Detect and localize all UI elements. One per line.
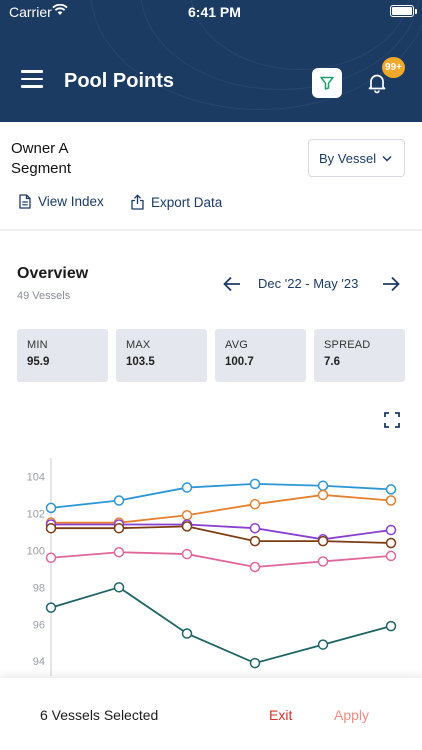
selection-footer: 6 Vessels Selected Exit Apply — [0, 678, 422, 750]
series-line-3 — [51, 523, 392, 541]
data-point — [385, 550, 397, 562]
group-by-dropdown[interactable]: By Vessel — [308, 139, 405, 177]
stat-label: AVG — [225, 339, 249, 351]
stat-card-min: MIN 95.9 — [17, 329, 108, 382]
stat-value: 95.9 — [27, 356, 50, 368]
data-point — [249, 657, 261, 669]
group-by-value: By Vessel — [319, 150, 377, 166]
data-point — [45, 502, 57, 514]
stat-value: 103.5 — [126, 356, 155, 368]
stat-value: 100.7 — [225, 356, 254, 368]
vessel-count: 49 Vessels — [17, 290, 71, 302]
owner-segment-label: Owner A Segment — [11, 139, 71, 179]
export-data-label: Export Data — [151, 194, 223, 210]
data-point — [249, 561, 261, 573]
filter-button[interactable] — [312, 68, 342, 98]
segment-name: Segment — [11, 160, 72, 177]
data-point — [385, 537, 397, 549]
stat-value: 7.6 — [324, 356, 340, 368]
data-point — [317, 489, 329, 501]
stat-label: MIN — [27, 339, 48, 351]
data-point — [45, 522, 57, 534]
y-tick-label: 104 — [27, 471, 45, 483]
owner-name: Owner A — [11, 140, 69, 157]
export-data-button[interactable]: Export Data — [131, 194, 222, 210]
battery-tip — [415, 9, 417, 14]
next-period-button[interactable] — [381, 275, 401, 293]
chevron-down-icon — [382, 155, 392, 162]
carrier-label: Carrier — [9, 4, 52, 20]
data-point — [385, 524, 397, 536]
hamburger-menu-icon[interactable] — [21, 70, 43, 88]
series-line-1 — [50, 482, 392, 509]
previous-period-button[interactable] — [222, 275, 242, 293]
view-index-button[interactable]: View Index — [19, 194, 104, 209]
series-line-4 — [51, 525, 392, 544]
expand-chart-button[interactable] — [383, 411, 401, 429]
data-point — [249, 498, 261, 510]
data-point — [249, 535, 261, 547]
data-point — [317, 639, 329, 650]
data-point — [385, 495, 397, 506]
data-point — [113, 582, 125, 593]
notification-badge: 99+ — [382, 57, 405, 78]
data-point — [181, 510, 193, 521]
data-point — [385, 620, 397, 632]
battery-icon — [390, 5, 414, 17]
data-point — [181, 521, 193, 532]
data-point — [181, 548, 193, 560]
data-point — [113, 522, 125, 534]
date-range-label: Dec '22 - May '23 — [258, 276, 359, 291]
exit-button[interactable]: Exit — [269, 707, 293, 723]
stat-label: SPREAD — [324, 339, 371, 351]
stat-card-max: MAX 103.5 — [116, 329, 207, 382]
selected-count-label: 6 Vessels Selected — [40, 707, 159, 723]
data-point — [45, 602, 57, 613]
y-tick-label: 98 — [33, 582, 45, 594]
data-point — [181, 482, 193, 493]
data-point — [113, 546, 125, 558]
apply-button[interactable]: Apply — [334, 707, 370, 723]
section-divider — [0, 229, 422, 231]
filter-icon — [320, 76, 334, 90]
share-icon — [131, 194, 144, 210]
y-tick-label: 102 — [27, 508, 45, 520]
status-time: 6:41 PM — [188, 4, 241, 20]
data-point — [317, 556, 329, 567]
series-line-6 — [50, 586, 392, 665]
data-point — [181, 628, 193, 639]
data-point — [45, 552, 57, 564]
y-tick-label: 94 — [33, 656, 45, 668]
pool-points-line-chart: 949698100102104DecJanFebMarAprMay — [27, 458, 397, 676]
status-bar: Carrier 6:41 PM — [0, 0, 422, 26]
document-icon — [19, 194, 31, 209]
stat-card-avg: AVG 100.7 — [215, 329, 306, 382]
y-tick-label: 100 — [27, 545, 45, 557]
stat-card-spread: SPREAD 7.6 — [314, 329, 405, 382]
notifications-button[interactable] — [365, 71, 389, 95]
overview-title: Overview — [17, 265, 89, 282]
wifi-icon — [52, 4, 68, 15]
series-line-5 — [50, 551, 392, 568]
stat-label: MAX — [126, 339, 151, 351]
series-line-2 — [51, 494, 392, 524]
data-point — [385, 484, 397, 495]
page-title: Pool Points — [64, 70, 174, 92]
arrow-left-icon — [223, 276, 240, 292]
data-point — [317, 535, 329, 547]
bell-icon — [368, 74, 386, 94]
fullscreen-icon — [384, 412, 400, 428]
arrow-right-icon — [383, 276, 400, 292]
data-point — [249, 478, 261, 490]
view-index-label: View Index — [38, 194, 104, 209]
data-point — [317, 480, 329, 491]
data-point — [249, 522, 261, 534]
app-header: Carrier 6:41 PM Pool Points 99+ — [0, 0, 422, 122]
data-point — [113, 495, 125, 506]
y-tick-label: 96 — [33, 619, 45, 631]
